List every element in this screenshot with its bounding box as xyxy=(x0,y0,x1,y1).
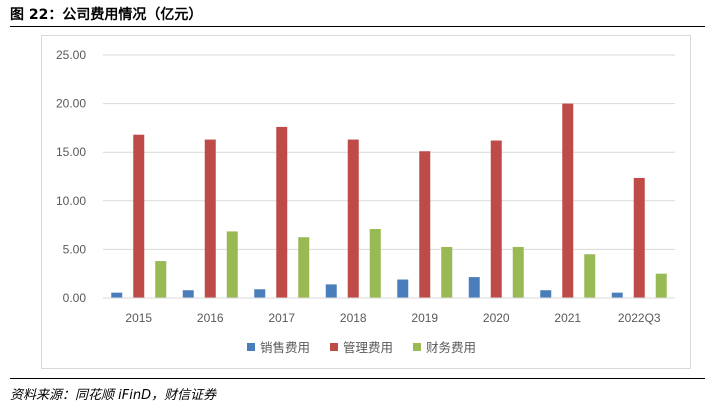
bar-销售费用-2020 xyxy=(468,277,480,298)
bar-财务费用-2017 xyxy=(298,237,310,298)
x-tick-label: 2017 xyxy=(268,311,295,325)
x-tick-label: 2016 xyxy=(197,311,224,325)
bar-销售费用-2015 xyxy=(111,292,123,298)
y-tick-label: 5.00 xyxy=(63,242,87,256)
bar-财务费用-2022Q3 xyxy=(655,273,667,298)
y-axis-ticks: 0.00 5.00 10.00 15.00 20.00 25.00 xyxy=(56,48,86,305)
bar-财务费用-2018 xyxy=(369,228,381,298)
bars xyxy=(111,103,667,298)
bar-销售费用-2016 xyxy=(182,290,194,298)
figure-title: 图 22：公司费用情况（亿元） xyxy=(10,7,203,23)
bar-财务费用-2015 xyxy=(155,261,167,298)
x-axis: 2015 2016 2017 2018 2019 2020 2021 2022Q3 xyxy=(103,297,675,325)
top-rule xyxy=(10,26,705,27)
legend-swatch xyxy=(413,343,421,351)
bar-财务费用-2020 xyxy=(512,246,524,298)
bar-管理费用-2019 xyxy=(419,151,431,298)
y-tick-label: 15.00 xyxy=(56,145,86,159)
gridlines xyxy=(103,54,675,250)
bar-管理费用-2022Q3 xyxy=(633,177,645,298)
legend-swatch xyxy=(247,343,255,351)
chart-frame xyxy=(41,35,691,369)
legend-swatch xyxy=(330,343,338,351)
x-tick-label: 2020 xyxy=(483,311,510,325)
bar-管理费用-2021 xyxy=(562,103,574,298)
bar-管理费用-2018 xyxy=(347,139,359,298)
legend-label: 管理费用 xyxy=(343,340,393,355)
bar-财务费用-2016 xyxy=(226,231,238,298)
bar-销售费用-2019 xyxy=(397,279,409,298)
x-tick-label: 2019 xyxy=(411,311,438,325)
y-tick-label: 0.00 xyxy=(63,291,87,305)
bar-管理费用-2016 xyxy=(204,139,216,298)
x-tick-label: 2022Q3 xyxy=(618,311,661,325)
bar-财务费用-2021 xyxy=(584,254,596,298)
x-tick-label: 2015 xyxy=(125,311,152,325)
bar-管理费用-2017 xyxy=(276,126,288,298)
bar-销售费用-2022Q3 xyxy=(611,292,623,298)
bar-销售费用-2017 xyxy=(254,289,266,298)
bar-财务费用-2019 xyxy=(441,246,453,298)
y-tick-label: 25.00 xyxy=(56,48,86,62)
y-tick-label: 10.00 xyxy=(56,194,86,208)
legend: 销售费用 管理费用 财务费用 xyxy=(247,340,476,355)
bottom-rule xyxy=(10,378,705,379)
bar-销售费用-2018 xyxy=(325,284,337,298)
legend-label: 销售费用 xyxy=(260,340,310,355)
x-tick-label: 2021 xyxy=(554,311,581,325)
y-tick-label: 20.00 xyxy=(56,97,86,111)
legend-label: 财务费用 xyxy=(426,340,476,355)
bar-管理费用-2020 xyxy=(490,140,502,298)
bar-管理费用-2015 xyxy=(133,134,145,298)
bar-销售费用-2021 xyxy=(540,290,552,298)
source-note: 资料来源：同花顺 iFinD，财信证券 xyxy=(10,388,217,403)
x-tick-label: 2018 xyxy=(340,311,367,325)
